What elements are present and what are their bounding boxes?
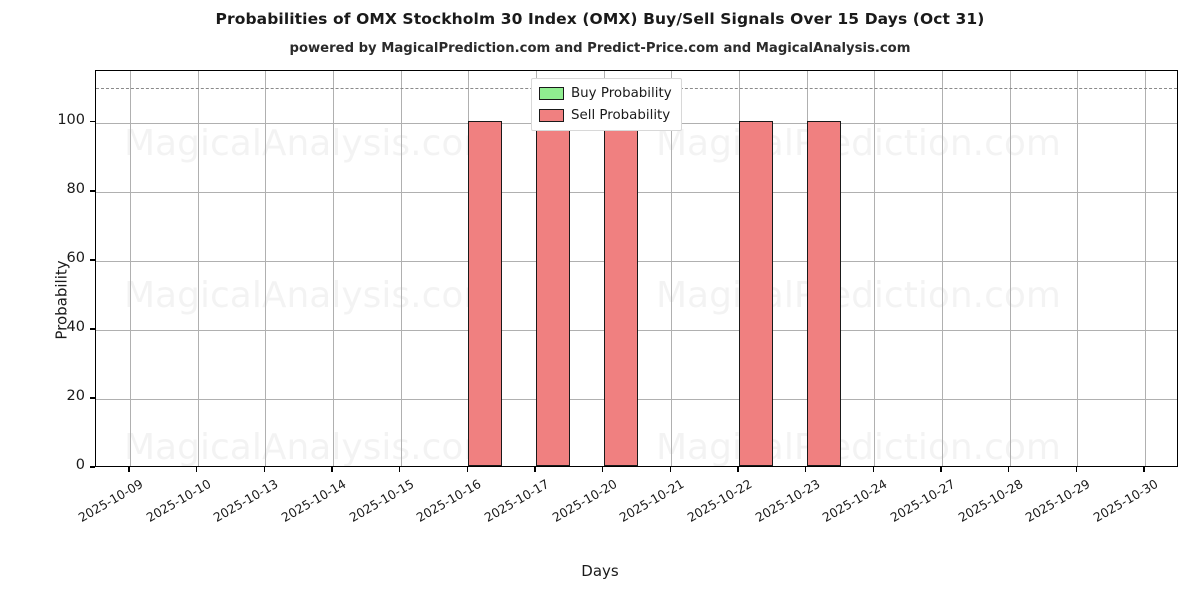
x-tick-label: 2025-10-16 bbox=[413, 476, 484, 525]
x-tick-mark bbox=[1008, 467, 1010, 472]
x-tick-label: 2025-10-30 bbox=[1090, 476, 1161, 525]
x-tick-mark bbox=[601, 467, 604, 472]
y-tick-label: 60 bbox=[66, 249, 85, 266]
gridline-vertical bbox=[1009, 71, 1011, 466]
x-tick-label: 2025-10-14 bbox=[278, 476, 349, 525]
x-axis-label: Days bbox=[581, 562, 619, 580]
x-tick-label: 2025-10-17 bbox=[481, 476, 552, 525]
y-tick-mark bbox=[90, 190, 95, 192]
legend-item-sell[interactable]: Sell Probability bbox=[539, 106, 672, 125]
x-tick-label: 2025-10-23 bbox=[752, 476, 823, 525]
y-tick-label: 100 bbox=[57, 111, 85, 128]
x-tick-label: 2025-10-28 bbox=[955, 476, 1026, 525]
bar-sell-probability-2025-10-17[interactable] bbox=[535, 120, 570, 466]
gridline-vertical bbox=[874, 71, 876, 466]
x-tick-mark bbox=[263, 467, 265, 472]
x-tick-label: 2025-10-29 bbox=[1023, 476, 1093, 525]
gridline-vertical bbox=[942, 71, 944, 466]
gridline-vertical bbox=[1077, 71, 1079, 466]
legend-swatch-sell bbox=[539, 109, 564, 122]
page-title: Probabilities of OMX Stockholm 30 Index … bbox=[215, 10, 985, 28]
legend-swatch-buy bbox=[539, 87, 564, 100]
x-tick-mark bbox=[331, 467, 333, 472]
x-tick-label: 2025-10-20 bbox=[549, 476, 620, 525]
x-tick-mark bbox=[1075, 467, 1078, 472]
x-tick-label: 2025-10-27 bbox=[887, 476, 958, 525]
bar-sell-probability-2025-10-22[interactable] bbox=[739, 120, 773, 466]
bar-sell-probability-2025-10-20[interactable] bbox=[603, 120, 638, 466]
chart-subtitle: powered by MagicalPrediction.com and Pre… bbox=[289, 41, 911, 56]
x-tick-label: 2025-10-24 bbox=[820, 476, 890, 525]
y-tick-label: 80 bbox=[66, 180, 85, 197]
watermark: MagicalPrediction.com bbox=[656, 275, 1061, 316]
gridline-vertical bbox=[1145, 71, 1147, 466]
bar-sell-probability-2025-10-16[interactable] bbox=[468, 120, 503, 466]
y-tick-label: 0 bbox=[75, 457, 85, 473]
gridline-vertical bbox=[671, 71, 673, 466]
x-tick-label: 2025-10-15 bbox=[346, 476, 417, 525]
y-tick-mark bbox=[90, 328, 95, 330]
x-tick-mark bbox=[940, 467, 942, 472]
x-tick-label: 2025-10-10 bbox=[143, 476, 214, 525]
x-tick-label: 2025-10-22 bbox=[684, 476, 755, 525]
gridline-vertical bbox=[400, 71, 402, 466]
x-tick-mark bbox=[195, 467, 198, 472]
x-tick-mark bbox=[534, 467, 536, 472]
gridline-vertical bbox=[197, 71, 199, 466]
x-tick-mark bbox=[128, 467, 130, 472]
y-tick-label: 20 bbox=[66, 387, 85, 404]
x-tick-mark bbox=[805, 467, 807, 472]
x-tick-mark bbox=[872, 467, 875, 472]
watermark: MagicalAnalysis.com bbox=[124, 427, 498, 466]
y-tick-mark bbox=[90, 466, 95, 468]
x-tick-mark bbox=[669, 467, 672, 472]
chart-legend: Buy Probability Sell Probability bbox=[531, 78, 682, 131]
x-tick-label: 2025-10-09 bbox=[75, 476, 146, 525]
x-tick-label: 2025-10-21 bbox=[616, 476, 687, 525]
x-tick-mark bbox=[466, 467, 468, 472]
gridline-vertical bbox=[265, 71, 267, 466]
bar-sell-probability-2025-10-23[interactable] bbox=[806, 120, 841, 466]
watermark: MagicalPrediction.com bbox=[656, 123, 1061, 164]
y-tick-mark bbox=[90, 397, 95, 399]
y-tick-mark bbox=[90, 259, 95, 261]
watermark: MagicalAnalysis.com bbox=[124, 123, 498, 164]
x-tick-mark bbox=[1143, 467, 1145, 472]
x-tick-label: 2025-10-13 bbox=[210, 476, 281, 525]
legend-label-buy: Buy Probability bbox=[571, 86, 672, 101]
legend-item-buy[interactable]: Buy Probability bbox=[539, 84, 672, 103]
x-tick-mark bbox=[398, 467, 401, 472]
watermark: MagicalPrediction.com bbox=[656, 427, 1061, 466]
y-tick-mark bbox=[90, 121, 95, 123]
legend-label-sell: Sell Probability bbox=[571, 108, 671, 123]
y-tick-label: 40 bbox=[66, 318, 85, 335]
watermark: MagicalAnalysis.com bbox=[124, 275, 498, 316]
gridline-vertical bbox=[129, 71, 131, 466]
gridline-vertical bbox=[332, 71, 334, 466]
x-tick-mark bbox=[737, 467, 739, 472]
